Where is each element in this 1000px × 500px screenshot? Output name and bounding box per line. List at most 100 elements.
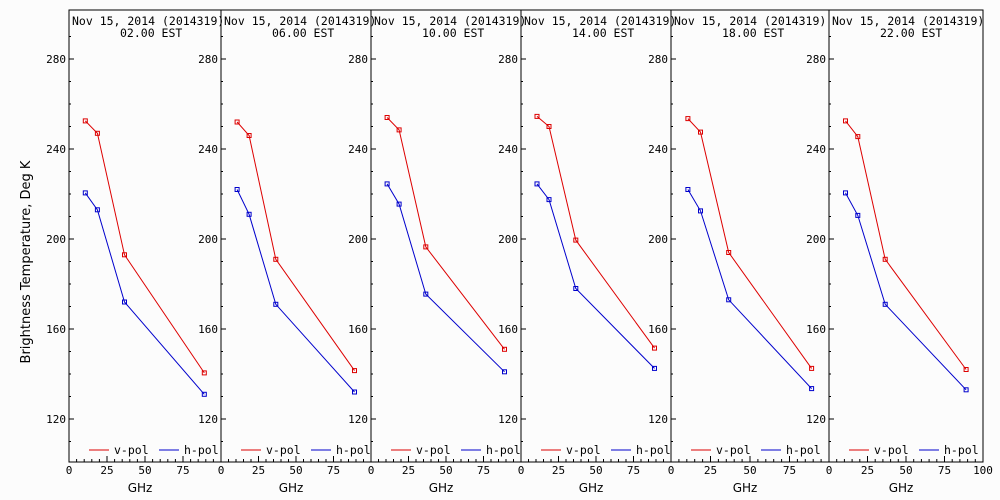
x-axis-label: GHz xyxy=(889,481,914,495)
x-tick-label: 75 xyxy=(938,464,951,477)
legend-label: v-pol xyxy=(114,443,149,457)
y-tick-label: 280 xyxy=(806,53,826,66)
data-point xyxy=(352,389,357,395)
panel-subtitle: 02.00 EST xyxy=(120,26,182,40)
v-pol-series-line xyxy=(536,116,655,349)
y-tick-label: 240 xyxy=(648,143,668,156)
data-point xyxy=(685,116,691,122)
v-pol-series-line xyxy=(236,121,355,371)
y-tick-label: 200 xyxy=(348,233,368,246)
h-pol-series-line xyxy=(536,183,655,369)
legend-label: h-pol xyxy=(336,443,371,457)
x-axis-label: GHz xyxy=(279,481,304,495)
data-point xyxy=(82,190,88,196)
y-tick-label: 160 xyxy=(348,323,368,336)
panel-title: Nov 15, 2014 (2014319) xyxy=(524,14,676,28)
data-point xyxy=(726,297,732,303)
x-axis-label: GHz xyxy=(128,481,153,495)
data-point xyxy=(546,124,552,129)
v-pol-series-line xyxy=(84,120,205,374)
panel-subtitle: 06.00 EST xyxy=(272,26,334,40)
data-point xyxy=(843,118,848,124)
data-point xyxy=(534,113,540,119)
data-point xyxy=(882,301,888,307)
x-tick-label: 50 xyxy=(138,464,151,477)
data-point xyxy=(963,387,969,393)
data-point xyxy=(698,208,703,214)
y-tick-label: 280 xyxy=(648,53,668,66)
y-tick-label: 120 xyxy=(46,413,66,426)
data-point xyxy=(685,187,691,192)
y-tick-label: 240 xyxy=(806,143,826,156)
panel-title: Nov 15, 2014 (2014319) xyxy=(224,14,376,28)
data-point xyxy=(882,256,888,262)
x-axis-label: GHz xyxy=(429,481,454,495)
data-point xyxy=(384,115,390,120)
y-tick-label: 280 xyxy=(498,53,518,66)
x-tick-label: 50 xyxy=(589,464,602,477)
data-point xyxy=(273,256,279,262)
y-tick-label: 160 xyxy=(648,323,668,336)
x-tick-label: 75 xyxy=(627,464,640,477)
y-tick-label: 200 xyxy=(806,233,826,246)
panel-title: Nov 15, 2014 (2014319) xyxy=(832,14,984,28)
data-point xyxy=(122,299,127,305)
data-point xyxy=(94,207,100,213)
y-tick-label: 200 xyxy=(198,233,218,246)
data-point xyxy=(201,391,207,397)
data-point xyxy=(234,187,240,192)
panel-title: Nov 15, 2014 (2014319) xyxy=(374,14,526,28)
x-tick-label: 25 xyxy=(704,464,717,477)
data-point xyxy=(843,190,848,196)
data-point xyxy=(855,134,861,140)
y-tick-label: 160 xyxy=(498,323,518,336)
x-tick-label: 25 xyxy=(402,464,415,477)
data-point xyxy=(352,368,357,374)
x-tick-label: 0 xyxy=(218,464,225,477)
y-tick-label: 240 xyxy=(46,143,66,156)
y-tick-label: 120 xyxy=(806,413,826,426)
h-pol-series-line xyxy=(386,183,505,373)
y-tick-label: 200 xyxy=(46,233,66,246)
x-tick-label: 0 xyxy=(668,464,675,477)
y-tick-label: 120 xyxy=(348,413,368,426)
data-point xyxy=(809,386,815,392)
data-point xyxy=(809,365,815,371)
x-tick-label: 75 xyxy=(327,464,340,477)
panel-subtitle: 14.00 EST xyxy=(572,26,634,40)
x-axis-label: GHz xyxy=(579,481,604,495)
x-tick-label: 100 xyxy=(973,464,993,477)
x-tick-label: 75 xyxy=(176,464,189,477)
x-tick-label: 0 xyxy=(826,464,833,477)
data-point xyxy=(396,201,402,207)
data-point xyxy=(246,133,252,138)
data-point xyxy=(234,119,240,125)
legend-label: h-pol xyxy=(636,443,671,457)
y-tick-label: 200 xyxy=(648,233,668,246)
panel-title: Nov 15, 2014 (2014319) xyxy=(72,14,224,28)
x-tick-label: 0 xyxy=(518,464,525,477)
data-point xyxy=(502,346,507,352)
data-point xyxy=(396,127,402,133)
x-tick-label: 50 xyxy=(289,464,302,477)
y-tick-label: 120 xyxy=(648,413,668,426)
panel-subtitle: 18.00 EST xyxy=(722,26,784,40)
x-tick-label: 0 xyxy=(66,464,73,477)
data-point xyxy=(201,370,207,376)
legend-label: h-pol xyxy=(786,443,821,457)
legend-label: v-pol xyxy=(874,443,909,457)
v-pol-series-line xyxy=(386,117,505,350)
legend-label: v-pol xyxy=(716,443,751,457)
x-tick-label: 75 xyxy=(783,464,796,477)
v-pol-series-line xyxy=(845,120,967,370)
y-tick-label: 240 xyxy=(498,143,518,156)
y-tick-label: 280 xyxy=(198,53,218,66)
chart-panel: Nov 15, 2014 (2014319)18.00 EST 120 160 200… xyxy=(648,9,830,495)
data-point xyxy=(122,252,127,258)
x-tick-label: 25 xyxy=(861,464,874,477)
data-point xyxy=(94,130,100,136)
y-tick-label: 280 xyxy=(46,53,66,66)
x-tick-label: 25 xyxy=(552,464,565,477)
x-tick-label: 25 xyxy=(100,464,113,477)
